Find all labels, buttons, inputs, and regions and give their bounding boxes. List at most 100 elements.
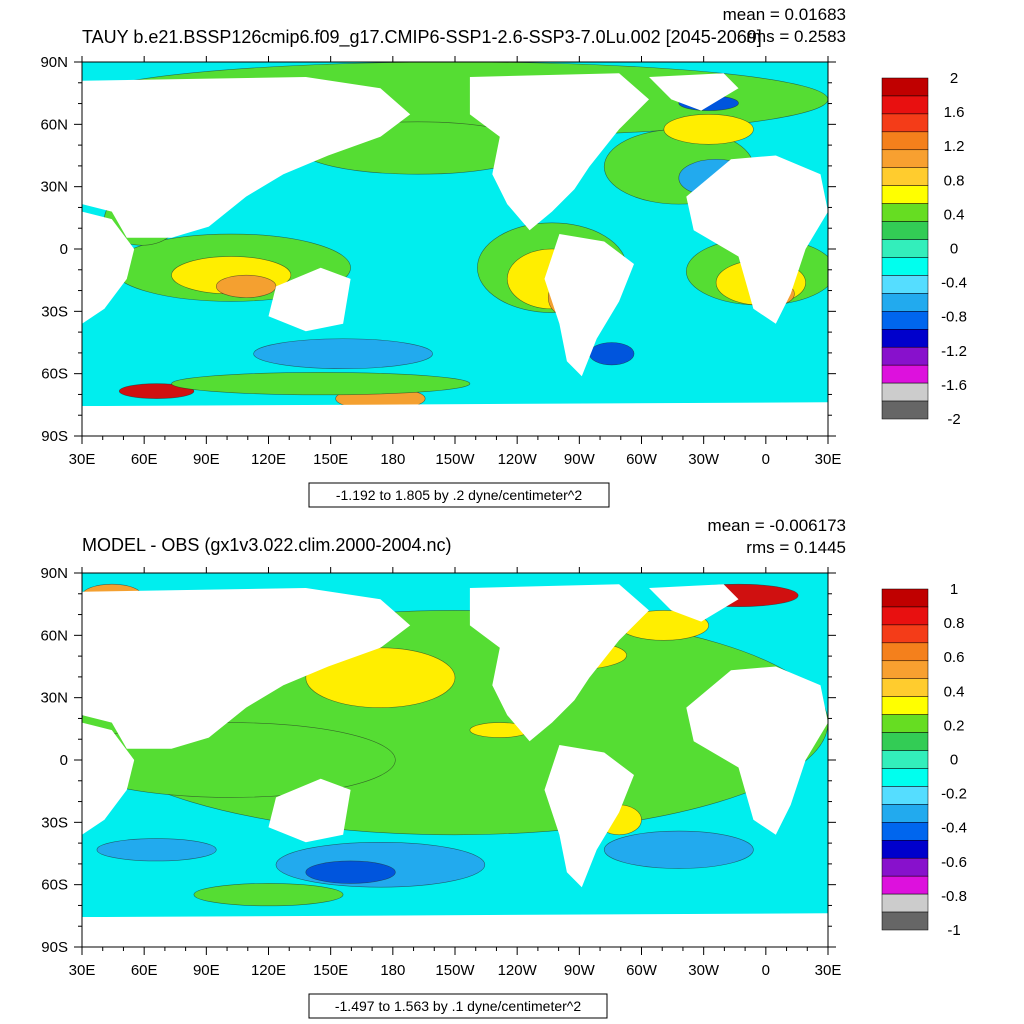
lat-tick-label: 0 (60, 752, 68, 769)
mean-value: mean = 0.01683 (723, 5, 846, 24)
lon-tick-label: 60E (131, 451, 158, 468)
lon-tick-label: 180 (380, 962, 405, 979)
lon-tick-label: 60W (626, 451, 658, 468)
colorbar-swatch (881, 400, 929, 420)
lat-tick-label: 30N (40, 179, 68, 196)
colorbar-swatch (881, 329, 929, 348)
lon-tick-label: 30W (688, 962, 720, 979)
colorbar-label: 1 (950, 581, 958, 598)
colorbar-swatch (881, 131, 929, 151)
lon-tick-label: 30E (69, 451, 96, 468)
colorbar-label: -0.4 (941, 820, 967, 837)
land-mask (469, 73, 649, 231)
bottom-panel: MODEL - OBS (gx1v3.022.clim.2000-2004.nc… (40, 516, 967, 1019)
colorbar-label: 0.4 (944, 206, 965, 223)
lon-tick-label: 120E (251, 451, 286, 468)
lon-tick-label: 30E (815, 962, 842, 979)
colorbar-swatch (881, 77, 929, 97)
lon-tick-label: 30E (69, 962, 96, 979)
colorbar-swatch (881, 768, 929, 787)
lat-tick-label: 30S (41, 303, 68, 320)
range-box (308, 482, 610, 508)
land-mask (82, 402, 828, 436)
range-box (308, 993, 608, 1019)
colorbar-label: -2 (947, 411, 960, 428)
map-area (82, 573, 828, 947)
map-axes: 30E 60E 90E 120E 150E 180 150W 120W 90W 60W 30W 0 30… (40, 54, 841, 468)
colorbar-label: -0.6 (941, 854, 967, 871)
colorbar-swatch (881, 95, 929, 115)
colorbar-swatch (881, 311, 929, 330)
lon-tick-label: 30W (688, 451, 720, 468)
lon-tick-label: 90E (193, 962, 220, 979)
lat-tick-label: 90N (40, 54, 68, 71)
colorbar-swatch (881, 893, 929, 913)
colorbar-swatch (881, 185, 929, 204)
colorbar-swatch (881, 786, 929, 805)
contour-blob (171, 372, 471, 396)
colorbar-label: -0.4 (941, 275, 967, 292)
colorbar-label: 0.6 (944, 649, 965, 666)
land-mask (82, 77, 411, 238)
colorbar-swatch (881, 822, 929, 841)
colorbar-label: 0 (950, 752, 958, 769)
mean-value: mean = -0.006173 (708, 516, 846, 535)
colorbar-swatch (881, 588, 929, 608)
lon-tick-label: 150E (313, 962, 348, 979)
lon-tick-label: 60E (131, 962, 158, 979)
colorbar-label: -1.6 (941, 377, 967, 394)
colorbar-swatch (881, 624, 929, 644)
land-mask (82, 211, 135, 324)
lat-tick-label: 0 (60, 241, 68, 258)
colorbar-legend: 1 0.8 0.6 0.4 0.2 0 -0.2 -0.4 -0.6 -0.8 -1 (881, 581, 967, 939)
colorbar-swatch (881, 221, 929, 240)
colorbar-label: 0.4 (944, 683, 965, 700)
colorbar-label: -1 (947, 922, 960, 939)
colorbar-swatch (881, 804, 929, 823)
colorbar-swatch (881, 642, 929, 662)
colorbar-label: 1.6 (944, 104, 965, 121)
contour-blob (215, 274, 277, 298)
lat-tick-label: 90S (41, 428, 68, 445)
contour-blob (588, 342, 635, 366)
lon-tick-label: 180 (380, 451, 405, 468)
lon-tick-label: 0 (762, 451, 770, 468)
colorbar-swatch (881, 275, 929, 294)
lon-tick-label: 120W (498, 451, 538, 468)
colorbar-label: -0.8 (941, 888, 967, 905)
land-mask (82, 722, 135, 835)
contour-blob (96, 838, 217, 862)
colorbar-swatch (881, 203, 929, 222)
land-mask (268, 778, 351, 843)
colorbar-swatch (881, 750, 929, 769)
colorbar-legend: 2 1.6 1.2 0.8 0.4 0 -0.4 -0.8 -1.2 -1.6 -2 (881, 70, 967, 428)
lon-tick-label: 150W (435, 451, 475, 468)
colorbar-swatch (881, 346, 929, 366)
lon-tick-label: 120W (498, 962, 538, 979)
colorbar-swatch (881, 875, 929, 895)
colorbar-swatch (881, 606, 929, 626)
range-caption: -1.192 to 1.805 by .2 dyne/centimeter^2 (336, 487, 582, 503)
map-area (82, 62, 828, 436)
contour-blob (253, 338, 433, 369)
lon-tick-label: 120E (251, 962, 286, 979)
colorbar-label: 0.8 (944, 172, 965, 189)
land-mask (649, 73, 739, 111)
colorbar-swatch (881, 840, 929, 859)
lon-tick-label: 90W (564, 451, 596, 468)
lat-tick-label: 60S (41, 877, 68, 894)
colorbar-swatch (881, 732, 929, 751)
colorbar-swatch (881, 911, 929, 931)
colorbar-label: 0.8 (944, 615, 965, 632)
lon-tick-label: 90E (193, 451, 220, 468)
land-mask (268, 267, 351, 332)
panel-title: MODEL - OBS (gx1v3.022.clim.2000-2004.nc… (82, 535, 452, 555)
colorbar-swatch (881, 167, 929, 186)
colorbar-swatch (881, 364, 929, 384)
contour-blob (603, 830, 754, 869)
land-mask (649, 584, 739, 622)
land-mask (469, 584, 649, 742)
lat-tick-label: 60N (40, 116, 68, 133)
land-mask (82, 588, 411, 749)
